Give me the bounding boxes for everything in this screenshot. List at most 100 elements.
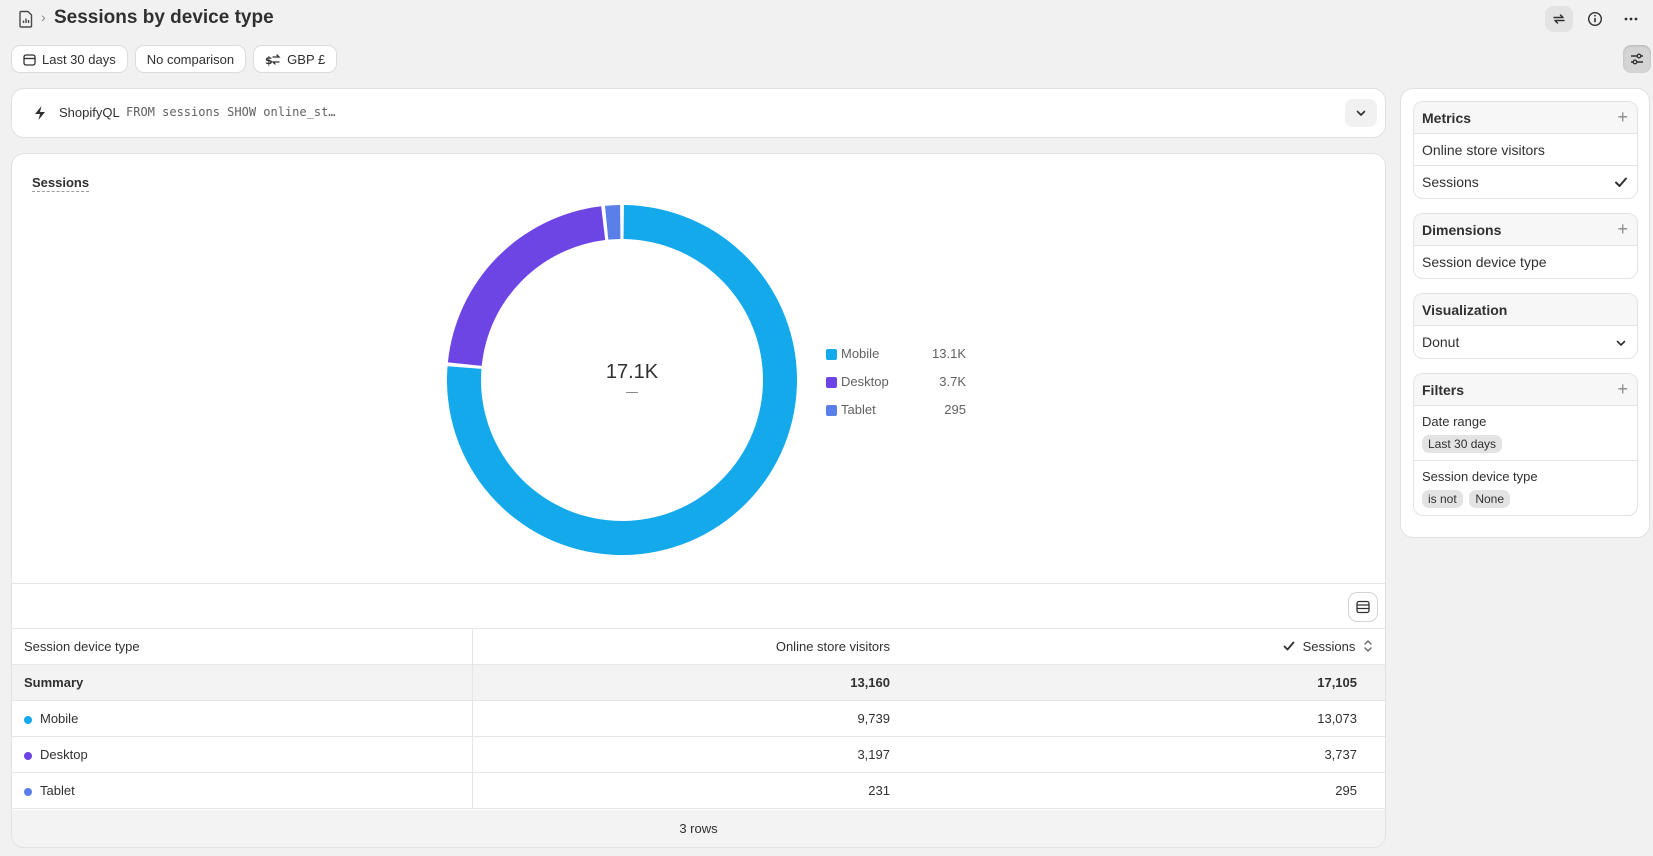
filter-date-range[interactable]: Date range Last 30 days: [1414, 406, 1637, 461]
row-label-cell: Tablet: [12, 772, 473, 809]
chart-card: Sessions 17.1K Mobile 13.1K Desktop 3.7K…: [12, 154, 1385, 847]
row-label: Desktop: [40, 747, 88, 762]
dimension-item-session-device-type[interactable]: Session device type: [1414, 246, 1637, 278]
metric-item-sessions[interactable]: Sessions: [1414, 166, 1637, 198]
currency-button[interactable]: $ GBP £: [254, 46, 337, 72]
legend-label: Mobile: [841, 346, 880, 361]
comparison-label: No comparison: [146, 51, 235, 67]
metric-label: Online store visitors: [1422, 142, 1545, 158]
row-label: Mobile: [40, 711, 79, 726]
row-label: Tablet: [40, 783, 75, 798]
table-toolbar: [12, 583, 1385, 628]
filter-label: Date range: [1422, 414, 1487, 429]
toggle-table-button[interactable]: [1349, 593, 1377, 621]
filters-title: Filters: [1422, 382, 1465, 398]
legend-label: Desktop: [841, 374, 889, 389]
page-title: Sessions by device type: [54, 7, 274, 28]
metrics-title: Metrics: [1422, 110, 1472, 126]
donut-total-value: 17.1K: [605, 361, 659, 383]
column-header-sessions-label: Sessions: [1302, 639, 1356, 654]
series-dot: [24, 715, 32, 724]
info-button[interactable]: [1581, 6, 1609, 32]
legend-item-desktop[interactable]: Desktop 3.7K: [826, 372, 966, 400]
row-visitors: 231: [472, 772, 902, 809]
editor-settings-button[interactable]: [1623, 45, 1651, 73]
summary-label: Summary: [12, 664, 473, 701]
series-dot: [24, 787, 32, 796]
add-dimension-icon[interactable]: +: [1617, 219, 1628, 239]
filter-operator-chip[interactable]: is not: [1422, 490, 1463, 508]
visualization-header: Visualization: [1414, 294, 1637, 326]
table-row: Desktop 3,197 3,737: [12, 736, 1385, 773]
info-icon: [1587, 11, 1603, 27]
table-icon: [1356, 600, 1370, 614]
currency-exchange-icon: $: [265, 54, 281, 66]
calendar-icon: [23, 53, 36, 66]
filters-section: Filters + Date range Last 30 days Sessio…: [1413, 373, 1638, 516]
legend-item-mobile[interactable]: Mobile 13.1K: [826, 344, 966, 372]
column-header-visitors[interactable]: Online store visitors: [472, 628, 902, 665]
visualization-selected: Donut: [1422, 334, 1460, 350]
visualization-title: Visualization: [1422, 302, 1508, 318]
legend-swatch: [826, 377, 837, 388]
add-filter-icon[interactable]: +: [1617, 379, 1628, 399]
donut-total-dash: [626, 392, 638, 393]
date-range-label: Last 30 days: [42, 51, 116, 67]
refresh-button[interactable]: [1545, 6, 1573, 32]
row-label-cell: Mobile: [12, 700, 473, 737]
row-visitors: 3,197: [472, 736, 902, 773]
top-bar: › Sessions by device type: [0, 0, 1653, 38]
legend-label: Tablet: [841, 402, 876, 417]
dimensions-title: Dimensions: [1422, 222, 1502, 238]
filter-bar: Last 30 days No comparison $ GBP £: [12, 46, 337, 72]
filter-value-chip[interactable]: None: [1469, 490, 1510, 508]
metrics-header: Metrics +: [1414, 102, 1637, 134]
legend-value: 295: [944, 402, 966, 417]
visualization-select[interactable]: Donut: [1414, 326, 1637, 358]
summary-sessions: 17,105: [902, 664, 1385, 701]
dimension-label: Session device type: [1422, 254, 1547, 270]
chart-title[interactable]: Sessions: [32, 175, 90, 192]
sort-icon[interactable]: [1363, 639, 1373, 653]
row-sessions: 13,073: [902, 700, 1385, 737]
svg-text:$: $: [265, 54, 273, 66]
series-dot: [24, 751, 32, 760]
legend-value: 13.1K: [932, 346, 966, 361]
more-actions-button[interactable]: [1617, 6, 1645, 32]
column-header-visitors-label: Online store visitors: [775, 639, 890, 654]
row-sessions: 295: [902, 772, 1385, 809]
summary-visitors: 13,160: [472, 664, 902, 701]
sliders-icon: [1631, 53, 1643, 65]
dimensions-header: Dimensions +: [1414, 214, 1637, 246]
legend-swatch: [826, 405, 837, 416]
legend-value: 3.7K: [939, 374, 966, 389]
metric-label: Sessions: [1422, 174, 1479, 190]
column-header-sessions[interactable]: Sessions: [902, 628, 1385, 665]
row-count: 3 rows: [12, 810, 1385, 847]
chevron-down-icon: [1616, 340, 1626, 346]
donut-slice-tablet[interactable]: [604, 205, 621, 240]
filter-label: Session device type: [1422, 469, 1538, 484]
row-label-cell: Desktop: [12, 736, 473, 773]
add-metric-icon[interactable]: +: [1617, 107, 1628, 127]
filter-session-device-type[interactable]: Session device type is not None: [1414, 461, 1637, 515]
editor-sidebar: Metrics + Online store visitors Sessions…: [1401, 89, 1649, 537]
legend-item-tablet[interactable]: Tablet 295: [826, 400, 966, 428]
filter-value-chip[interactable]: Last 30 days: [1422, 435, 1503, 453]
table-row: Mobile 9,739 13,073: [12, 700, 1385, 737]
donut-slice-desktop[interactable]: [447, 206, 606, 366]
table-summary-row: Summary 13,160 17,105: [12, 664, 1385, 701]
visualization-section: Visualization Donut: [1413, 293, 1638, 359]
query-card: ShopifyQL FROM sessions SHOW online_st…: [12, 89, 1385, 137]
report-file-icon[interactable]: [18, 10, 34, 28]
metric-item-online-store-visitors[interactable]: Online store visitors: [1414, 134, 1637, 166]
refresh-icon: [1553, 14, 1565, 24]
comparison-button[interactable]: No comparison: [135, 46, 246, 72]
chevron-down-icon: [1356, 110, 1366, 116]
check-icon: [1283, 641, 1295, 651]
filters-header: Filters +: [1414, 374, 1637, 406]
date-range-button[interactable]: Last 30 days: [12, 46, 127, 72]
query-code[interactable]: FROM sessions SHOW online_st…: [126, 105, 336, 119]
column-header-dimension[interactable]: Session device type: [12, 628, 473, 665]
expand-query-button[interactable]: [1345, 99, 1377, 127]
